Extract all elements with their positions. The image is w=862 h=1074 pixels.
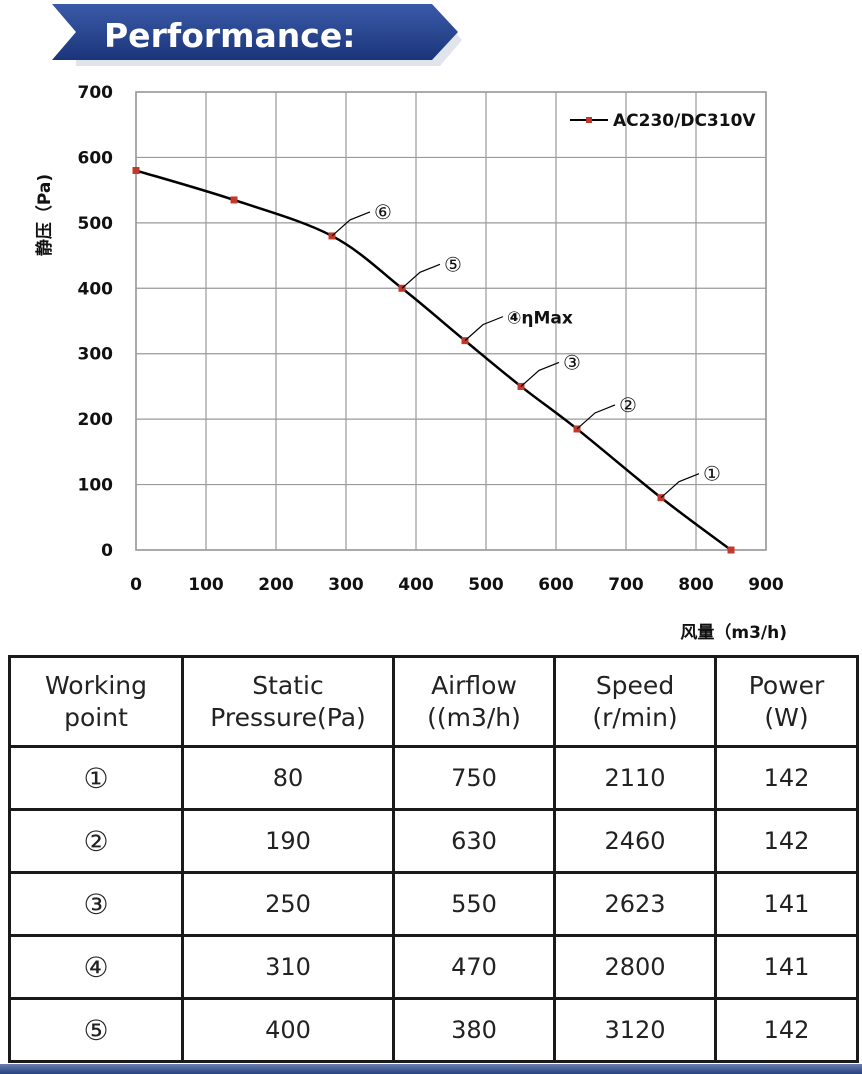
table-cell: 190 <box>181 808 395 874</box>
annotation-label: ⑤ <box>444 252 462 276</box>
annotation-label: ③ <box>563 350 581 374</box>
header-text: ((m3/h) <box>427 702 521 732</box>
x-tick-label: 500 <box>468 575 504 595</box>
y-tick-label: 100 <box>78 476 114 496</box>
table-cell: 142 <box>714 745 859 811</box>
y-axis-label: 静压（Pa) <box>34 174 55 256</box>
performance-chart: 0 100 200 300 400 500 600 700 0 100 200 300 400 500 6… <box>34 83 787 643</box>
working-point-cell: ⑤ <box>8 997 184 1063</box>
plot-frame <box>135 91 767 551</box>
annotation-leader <box>401 263 441 289</box>
table-header-cell: Static Pressure(Pa) <box>181 655 395 748</box>
table-cell: 380 <box>392 997 556 1063</box>
annotation-leader <box>331 211 371 237</box>
table-row: ⑤ 400 380 3120 142 <box>8 997 859 1063</box>
table-row: ① 80 750 2110 142 <box>8 745 859 811</box>
header-text: Power <box>748 670 825 700</box>
data-point <box>132 167 140 175</box>
table-cell: 310 <box>181 934 395 1000</box>
annotation-label: ① <box>703 462 721 486</box>
performance-table: Working point Static Pressure(Pa) Airflow ((m… <box>8 655 859 1063</box>
annotation-label: ④ηMax <box>507 309 573 329</box>
annotation-label: ⑥ <box>374 200 392 224</box>
table-cell: 2460 <box>553 808 717 874</box>
x-tick-label: 100 <box>188 575 224 595</box>
table-row: ④ 310 470 2800 141 <box>8 934 859 1000</box>
table-cell: 3120 <box>553 997 717 1063</box>
table-row: ③ 250 550 2623 141 <box>8 871 859 937</box>
series-line <box>135 169 732 552</box>
bottom-bar <box>0 1064 862 1074</box>
point-annotations: ⑥ ⑤ ④ηMax ③ ② ① <box>331 200 721 499</box>
x-tick-label: 0 <box>130 575 142 595</box>
table-header-cell: Power (W) <box>714 655 859 748</box>
annotation-leader <box>520 361 560 387</box>
x-tick-label: 600 <box>538 575 574 595</box>
x-tick-label: 300 <box>328 575 364 595</box>
table-cell: 750 <box>392 745 556 811</box>
annotation-label: ② <box>619 393 637 417</box>
data-point <box>727 546 735 554</box>
table-row: ② 190 630 2460 142 <box>8 808 859 874</box>
header-text: Pressure(Pa) <box>210 702 366 732</box>
annotation-leader <box>464 316 504 342</box>
annotation-leader <box>660 473 700 499</box>
x-tick-label: 400 <box>398 575 434 595</box>
header-text: Working <box>45 670 147 700</box>
working-point-cell: ① <box>8 745 184 811</box>
table-cell: 400 <box>181 997 395 1063</box>
legend: AC230/DC310V <box>570 111 756 131</box>
y-tick-label: 400 <box>78 279 114 299</box>
y-tick-label: 300 <box>78 345 114 365</box>
header-text: Static <box>252 670 324 700</box>
y-tick-labels: 0 100 200 300 400 500 600 700 <box>78 83 114 561</box>
x-tick-label: 200 <box>258 575 294 595</box>
table-cell: 250 <box>181 871 395 937</box>
x-tick-label: 700 <box>608 575 644 595</box>
performance-banner <box>52 4 462 66</box>
y-tick-label: 600 <box>78 148 114 168</box>
y-tick-label: 500 <box>78 214 114 234</box>
table-header-cell: Working point <box>8 655 184 748</box>
table-header-cell: Airflow ((m3/h) <box>392 655 556 748</box>
table-header-row: Working point Static Pressure(Pa) Airflow ((m… <box>8 655 859 748</box>
table-header-cell: Speed (r/min) <box>553 655 717 748</box>
table-cell: 142 <box>714 808 859 874</box>
data-point <box>230 196 238 204</box>
series-ac230-dc310v <box>132 167 735 554</box>
table-cell: 141 <box>714 871 859 937</box>
table-cell: 80 <box>181 745 395 811</box>
table-cell: 550 <box>392 871 556 937</box>
x-tick-label: 800 <box>678 575 714 595</box>
banner-ribbon <box>52 4 458 60</box>
banner-title: Performance: <box>104 16 356 55</box>
x-tick-labels: 0 100 200 300 400 500 600 700 800 900 <box>130 575 784 595</box>
table-cell: 2800 <box>553 934 717 1000</box>
header-text: Airflow <box>431 670 517 700</box>
table-cell: 2623 <box>553 871 717 937</box>
header-text: Speed <box>595 670 675 700</box>
header-text: (W) <box>764 702 809 732</box>
y-tick-label: 0 <box>101 541 113 561</box>
y-tick-label: 700 <box>78 83 114 103</box>
working-point-cell: ④ <box>8 934 184 1000</box>
x-tick-label: 900 <box>748 575 784 595</box>
x-axis-label: 风量（m3/h) <box>680 622 787 643</box>
header-text: point <box>64 702 128 732</box>
y-tick-label: 200 <box>78 410 114 430</box>
legend-label: AC230/DC310V <box>613 111 756 131</box>
working-point-cell: ② <box>8 808 184 874</box>
legend-marker <box>586 117 592 123</box>
table-cell: 141 <box>714 934 859 1000</box>
header-text: (r/min) <box>592 702 678 732</box>
chart-grid <box>135 91 767 551</box>
working-point-cell: ③ <box>8 871 184 937</box>
annotation-leader <box>576 404 616 430</box>
table-body: ① 80 750 2110 142 ② 190 630 2460 142 ③ 250 550 2623 14… <box>8 745 859 1063</box>
table-cell: 2110 <box>553 745 717 811</box>
table-cell: 470 <box>392 934 556 1000</box>
table-cell: 142 <box>714 997 859 1063</box>
table-cell: 630 <box>392 808 556 874</box>
